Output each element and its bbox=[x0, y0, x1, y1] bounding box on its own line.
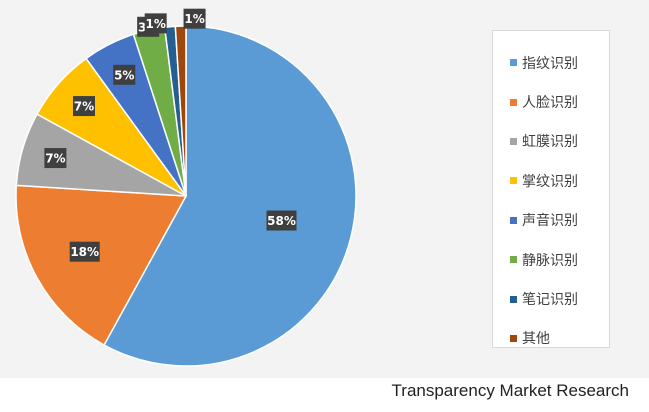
legend-item-3: 掌纹识别 bbox=[493, 161, 609, 200]
legend-label-4: 声音识别 bbox=[522, 213, 578, 230]
pie-slice-1 bbox=[15, 184, 188, 346]
data-label-1: 18% bbox=[70, 245, 99, 259]
data-label-box-1 bbox=[69, 241, 100, 262]
legend-label-0: 指纹识别 bbox=[522, 55, 578, 72]
legend-swatch-7 bbox=[510, 334, 517, 342]
legend-swatch-1 bbox=[510, 98, 517, 106]
legend-label-7: 其他 bbox=[522, 331, 550, 348]
pie-chart: 58%18%7%7%5%3%1%1% bbox=[15, 8, 357, 367]
legend-label-2: 虹膜识别 bbox=[522, 134, 578, 151]
legend-swatch-3 bbox=[510, 177, 517, 185]
legend-label-6: 笔记识别 bbox=[522, 292, 578, 309]
data-label-3: 7% bbox=[74, 100, 94, 114]
chart-legend: 指纹识别 人脸识别 虹膜识别 掌纹识别 声音识别 静脉识别 笔记识别 其他 bbox=[492, 30, 610, 348]
legend-item-0: 指纹识别 bbox=[493, 43, 609, 82]
chart-area: 58%18%7%7%5%3%1%1% 指纹识别 人脸识别 虹膜识别 掌纹识别 声… bbox=[0, 0, 649, 378]
data-label-0: 58% bbox=[267, 214, 296, 228]
legend-swatch-0 bbox=[510, 59, 517, 67]
legend-item-2: 虹膜识别 bbox=[493, 122, 609, 161]
data-label-box-6 bbox=[144, 13, 167, 34]
pie-slice-0 bbox=[103, 25, 357, 367]
source-caption: Transparency Market Research bbox=[391, 381, 629, 400]
legend-item-7: 其他 bbox=[493, 319, 609, 358]
legend-item-4: 声音识别 bbox=[493, 201, 609, 240]
legend-item-6: 笔记识别 bbox=[493, 279, 609, 318]
legend-swatch-6 bbox=[510, 295, 517, 303]
data-label-4: 5% bbox=[114, 68, 134, 82]
pie-slices bbox=[15, 25, 357, 367]
data-label-box-2 bbox=[44, 148, 67, 169]
legend-swatch-2 bbox=[510, 137, 517, 145]
data-label-box-7 bbox=[183, 8, 206, 29]
legend-item-5: 静脉识别 bbox=[493, 240, 609, 279]
data-label-2: 7% bbox=[45, 152, 65, 166]
data-label-box-0 bbox=[266, 210, 297, 231]
data-labels: 58%18%7%7%5%3%1%1% bbox=[44, 8, 297, 262]
data-label-box-4 bbox=[113, 64, 136, 85]
data-label-box-3 bbox=[72, 96, 95, 117]
legend-swatch-5 bbox=[510, 256, 517, 264]
data-label-7: 1% bbox=[184, 12, 204, 26]
data-label-6: 1% bbox=[145, 17, 165, 31]
legend-label-1: 人脸识别 bbox=[522, 95, 578, 112]
legend-item-1: 人脸识别 bbox=[493, 82, 609, 121]
legend-label-5: 静脉识别 bbox=[522, 252, 578, 269]
legend-label-3: 掌纹识别 bbox=[522, 173, 578, 190]
legend-swatch-4 bbox=[510, 216, 517, 224]
